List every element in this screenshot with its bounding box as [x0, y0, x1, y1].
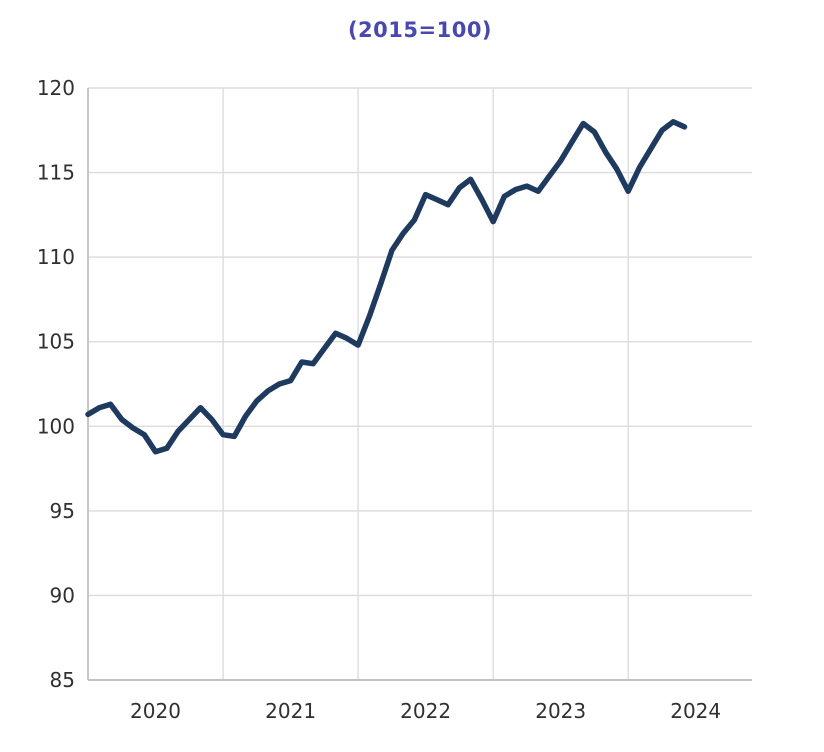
y-tick-label: 90 — [50, 583, 75, 607]
x-tick-label: 2023 — [535, 699, 586, 723]
x-tick-label: 2020 — [130, 699, 181, 723]
y-tick-label: 95 — [50, 499, 75, 523]
x-tick-label: 2024 — [670, 699, 721, 723]
y-tick-label: 105 — [37, 330, 75, 354]
y-tick-label: 85 — [50, 668, 75, 692]
y-tick-label: 110 — [37, 245, 75, 269]
index-data-line — [85, 119, 688, 455]
y-tick-label: 100 — [37, 414, 75, 438]
x-tick-label: 2021 — [265, 699, 316, 723]
x-tick-label: 2022 — [400, 699, 451, 723]
y-tick-label: 120 — [37, 76, 75, 100]
chart-title: (2015=100) — [347, 18, 493, 42]
y-tick-label: 115 — [37, 161, 75, 185]
